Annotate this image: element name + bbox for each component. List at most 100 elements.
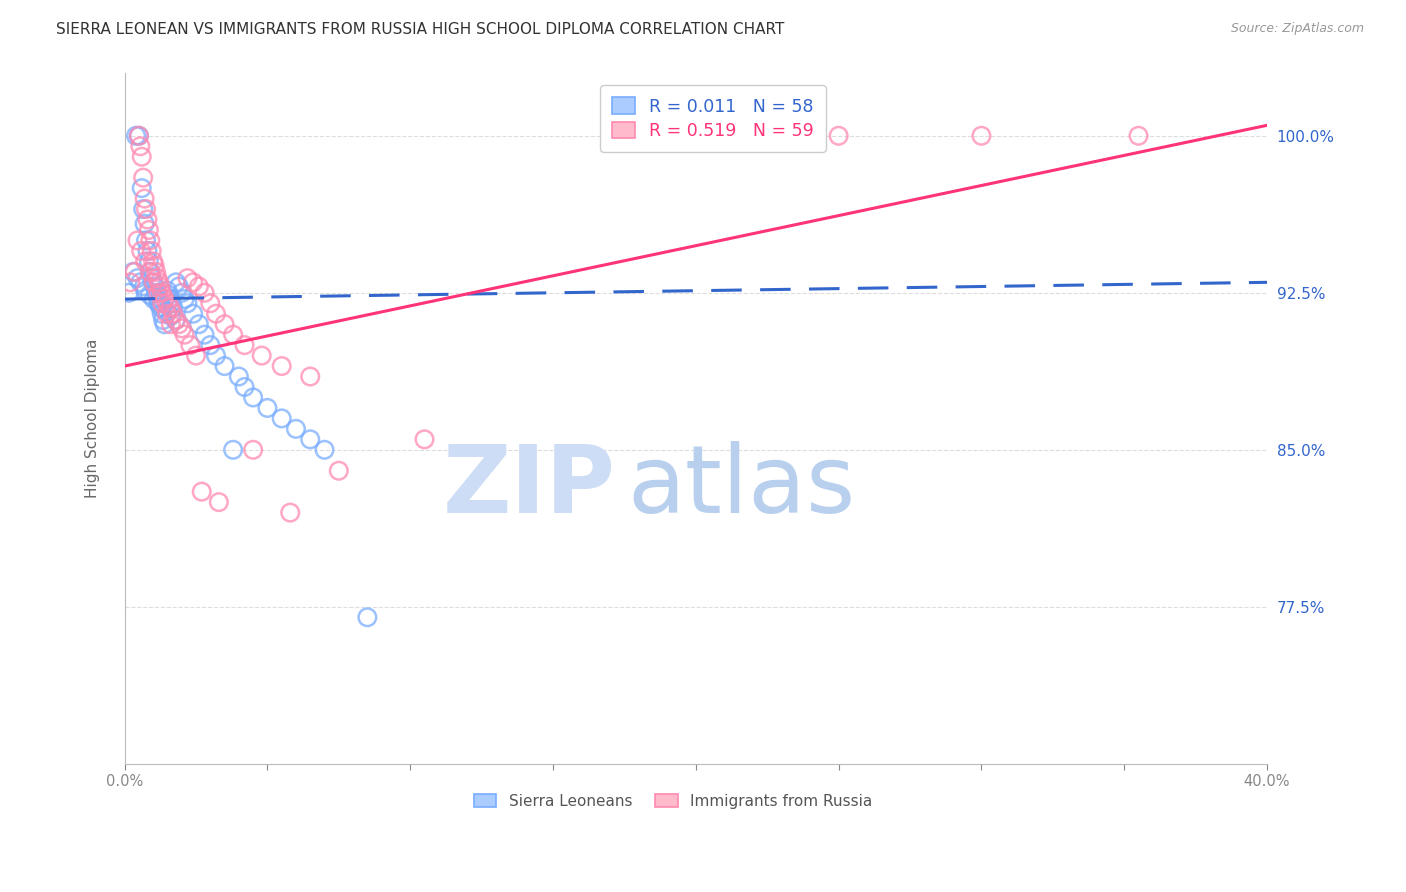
Point (142, 276, 165, 290)
Point (200, 338, 222, 352)
Point (128, 128, 150, 143)
Point (165, 276, 187, 290)
Point (173, 292, 195, 306)
Point (136, 244, 159, 258)
Point (170, 321, 193, 335)
Point (128, 128, 150, 143)
Point (160, 296, 183, 310)
Point (190, 484, 212, 499)
Point (160, 317, 183, 331)
Point (129, 276, 152, 290)
Point (150, 285, 173, 300)
Point (134, 217, 156, 231)
Point (222, 327, 245, 342)
Point (167, 317, 190, 331)
Text: ZIP: ZIP (443, 442, 616, 533)
Point (122, 265, 145, 279)
Point (145, 265, 167, 279)
Point (143, 279, 166, 293)
Point (125, 128, 148, 143)
Point (256, 401, 278, 415)
Point (149, 279, 172, 293)
Point (124, 265, 146, 279)
Point (157, 288, 180, 302)
Point (162, 307, 184, 321)
Point (138, 223, 160, 237)
Point (181, 307, 204, 321)
Point (222, 442, 245, 457)
Point (205, 307, 228, 321)
Point (142, 276, 165, 290)
Point (139, 288, 162, 302)
Point (145, 285, 167, 300)
Point (152, 313, 174, 327)
Point (228, 369, 250, 384)
Point (141, 271, 163, 285)
Point (149, 301, 172, 315)
Point (170, 285, 193, 300)
Point (146, 290, 169, 304)
Point (148, 296, 170, 310)
Y-axis label: High School Diploma: High School Diploma (86, 339, 100, 498)
Point (134, 254, 156, 268)
Point (134, 284, 156, 298)
Point (184, 349, 207, 363)
Point (153, 317, 176, 331)
Point (127, 271, 149, 285)
Point (142, 254, 165, 268)
Point (132, 202, 155, 216)
Point (187, 317, 209, 331)
Point (233, 380, 256, 394)
Point (278, 506, 301, 520)
Point (165, 313, 187, 327)
Point (285, 422, 308, 436)
Point (242, 391, 264, 405)
Text: Source: ZipAtlas.com: Source: ZipAtlas.com (1230, 22, 1364, 36)
Point (200, 296, 222, 310)
Point (167, 279, 190, 293)
Point (214, 317, 236, 331)
Point (299, 433, 322, 447)
Point (328, 464, 350, 478)
Point (139, 265, 162, 279)
Point (132, 279, 155, 293)
Point (250, 349, 273, 363)
Point (129, 244, 152, 258)
Point (132, 170, 155, 185)
Point (138, 254, 160, 268)
Point (131, 150, 153, 164)
Legend: Sierra Leoneans, Immigrants from Russia: Sierra Leoneans, Immigrants from Russia (467, 788, 879, 815)
Text: SIERRA LEONEAN VS IMMIGRANTS FROM RUSSIA HIGH SCHOOL DIPLOMA CORRELATION CHART: SIERRA LEONEAN VS IMMIGRANTS FROM RUSSIA… (56, 22, 785, 37)
Point (413, 433, 436, 447)
Point (314, 442, 336, 457)
Point (135, 202, 157, 216)
Point (1128, 128, 1150, 143)
Point (156, 304, 179, 318)
Point (146, 271, 169, 285)
Point (143, 259, 166, 273)
Point (205, 349, 228, 363)
Point (194, 327, 217, 342)
Point (150, 307, 173, 321)
Point (136, 212, 159, 227)
Point (156, 296, 179, 310)
Point (141, 244, 163, 258)
Point (159, 292, 181, 306)
Point (156, 284, 179, 298)
Point (176, 271, 198, 285)
Point (299, 369, 322, 384)
Point (148, 276, 170, 290)
Point (242, 442, 264, 457)
Point (827, 128, 849, 143)
Point (970, 128, 993, 143)
Point (270, 411, 292, 425)
Point (148, 294, 170, 309)
Point (153, 292, 176, 306)
Point (160, 309, 183, 323)
Point (148, 285, 170, 300)
Point (135, 234, 157, 248)
Point (120, 276, 142, 290)
Point (208, 495, 231, 509)
Point (179, 338, 201, 352)
Point (162, 301, 184, 315)
